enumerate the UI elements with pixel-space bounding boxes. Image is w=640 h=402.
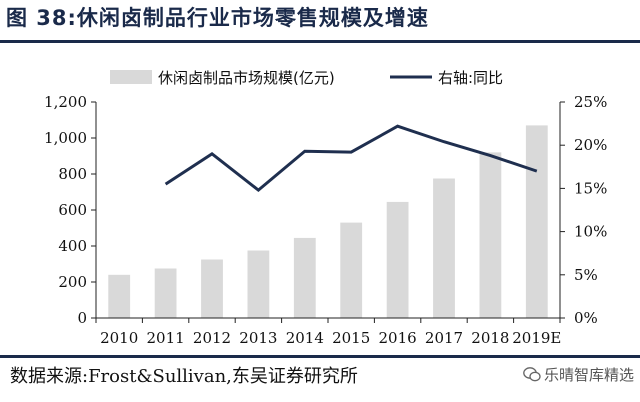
bar-2016 <box>386 201 409 318</box>
right-tick-label: 5% <box>574 266 598 284</box>
x-tick-label-2018: 2018 <box>471 329 509 347</box>
right-tick-label: 15% <box>574 179 607 197</box>
right-tick-label: 20% <box>574 136 607 154</box>
x-tick-label-2013: 2013 <box>239 329 277 347</box>
left-tick-label: 200 <box>58 273 87 291</box>
left-tick-label: 1,000 <box>44 129 87 147</box>
x-tick-label-2010: 2010 <box>100 329 138 347</box>
right-axis-ticks: 0% 5% 10% 15% 20% 25% <box>560 93 607 327</box>
wechat-icon <box>523 367 541 382</box>
right-tick-label: 25% <box>574 93 607 111</box>
left-axis-ticks: 0 200 400 600 800 1,000 1,200 <box>44 93 96 327</box>
left-tick-label: 0 <box>77 309 87 327</box>
left-tick-label: 1,200 <box>44 93 87 111</box>
left-tick-label: 600 <box>58 201 87 219</box>
bar-2010 <box>108 274 131 318</box>
legend: 休闲卤制品市场规模(亿元) 右轴:同比 <box>110 69 503 87</box>
x-tick-label-2012: 2012 <box>193 329 231 347</box>
bar-series <box>108 125 548 319</box>
legend-swatch-market-size <box>110 70 152 84</box>
right-tick-label: 10% <box>574 223 607 241</box>
x-tick-label-2019E: 2019E <box>512 329 561 347</box>
legend-label-market-size: 休闲卤制品市场规模(亿元) <box>158 69 335 87</box>
bar-2012 <box>201 259 223 318</box>
watermark: 乐晴智库精选 <box>523 364 634 385</box>
left-tick-label: 800 <box>58 165 87 183</box>
bar-2011 <box>154 268 177 318</box>
line-series <box>164 124 538 193</box>
bar-2018 <box>479 152 502 318</box>
x-tick-label-2015: 2015 <box>332 329 370 347</box>
x-tick-label-2017: 2017 <box>425 329 463 347</box>
chart: 休闲卤制品市场规模(亿元) 右轴:同比 0 200 400 600 800 1,000 1,… <box>44 69 607 347</box>
right-tick-label: 0% <box>574 309 598 327</box>
bar-2015 <box>340 222 363 318</box>
left-tick-label: 400 <box>58 237 87 255</box>
bar-2017 <box>433 178 455 318</box>
title-divider <box>0 40 640 43</box>
x-tick-label-2016: 2016 <box>379 329 417 347</box>
watermark-text: 乐晴智库精选 <box>543 366 634 384</box>
bar-2019E <box>525 125 548 319</box>
x-axis-ticks: 2010 2011 2012 2013 2014 2015 2016 2017 2018 2019… <box>95 318 561 347</box>
legend-label-yoy: 右轴:同比 <box>438 69 503 87</box>
source-note: 数据来源:Frost&Sullivan,东吴证券研究所 <box>10 366 358 387</box>
bar-2014 <box>293 237 316 318</box>
x-tick-label-2014: 2014 <box>286 329 324 347</box>
source-divider <box>0 355 640 358</box>
x-tick-label-2011: 2011 <box>147 329 185 347</box>
bar-2013 <box>247 250 270 318</box>
figure-title: 图 38:休闲卤制品行业市场零售规模及增速 <box>6 6 429 30</box>
